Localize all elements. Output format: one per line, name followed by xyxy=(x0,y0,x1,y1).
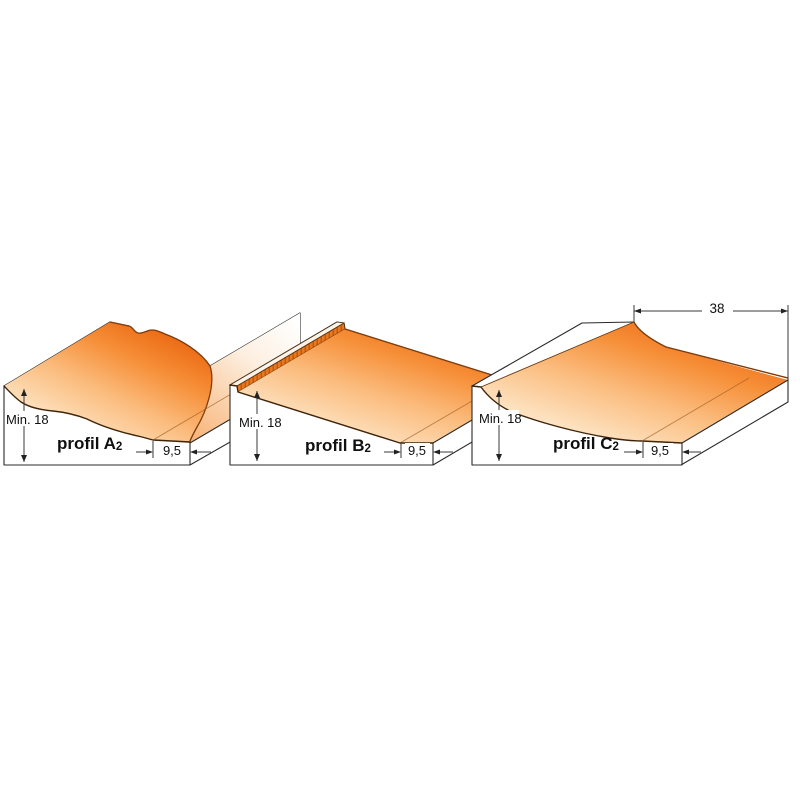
label-bg xyxy=(702,301,733,316)
dimension-edge-c: 9,5 xyxy=(624,442,701,458)
dimension-thickness-c: Min. 18 xyxy=(478,390,522,461)
profile-b-subscript: 2 xyxy=(365,443,371,455)
profile-a-subscript: 2 xyxy=(116,441,122,453)
board-c-cove-cross-section-edge xyxy=(471,385,683,444)
profile-a-name: profil A xyxy=(57,434,116,453)
board-a-top-silhouette-edge xyxy=(109,321,213,442)
board-c-end-sliver-top-edge xyxy=(681,379,789,444)
board-c-top-silhouette-edge xyxy=(633,321,789,379)
dimension-thickness-a: Min. 18 xyxy=(5,389,49,462)
thickness-label-b: Min. 18 xyxy=(239,415,282,430)
profile-b-title: profil B2 xyxy=(305,436,371,455)
label-bg xyxy=(238,414,278,429)
arrow-right-icon xyxy=(394,449,401,455)
arrow-left-icon xyxy=(433,449,440,455)
arrow-down-icon xyxy=(496,454,502,461)
board-a-ogee-cross-section-edge xyxy=(3,385,191,443)
label-bg xyxy=(648,443,673,458)
dimension-edge-a: 9,5 xyxy=(136,441,211,458)
arrow-up-icon xyxy=(254,391,260,398)
edge-width-label-a: 9,5 xyxy=(163,443,181,458)
board-profile-b xyxy=(228,321,541,466)
arrow-left-icon xyxy=(190,449,197,455)
board-profile-c xyxy=(471,321,789,466)
edge-width-label-b: 9,5 xyxy=(408,443,426,458)
arrow-right-icon xyxy=(146,449,153,455)
board-a-edge-strip-surface xyxy=(153,313,300,443)
edge-width-label-c: 9,5 xyxy=(651,443,669,458)
board-profile-a xyxy=(3,312,301,466)
profile-width-label-c: 38 xyxy=(709,301,724,316)
dimension-edge-b: 9,5 xyxy=(384,442,453,458)
arrow-right-icon xyxy=(636,449,643,455)
dimension-profile-width-c: 38 xyxy=(633,301,789,378)
thickness-label-a: Min. 18 xyxy=(6,412,49,427)
board-c-tongue-strip-line xyxy=(641,377,750,442)
profile-c-subscript: 2 xyxy=(613,441,619,453)
label-bg xyxy=(405,443,430,458)
profile-a-title: profil A2 xyxy=(57,434,122,453)
arrow-right-icon xyxy=(781,308,788,314)
dimension-thickness-b: Min. 18 xyxy=(238,391,282,461)
board-c-field-miter-line xyxy=(480,321,635,388)
arrow-down-icon xyxy=(21,455,27,462)
board-b-bevel-surface xyxy=(238,329,540,443)
arrow-left-icon xyxy=(634,308,641,314)
profile-c-title: profil C2 xyxy=(553,434,619,453)
arrow-left-icon xyxy=(682,449,689,455)
label-bg xyxy=(478,410,519,425)
board-c-cove-surface xyxy=(481,322,788,443)
label-bg xyxy=(5,411,45,426)
arrow-up-icon xyxy=(21,389,27,396)
thickness-label-c: Min. 18 xyxy=(479,411,522,426)
arrow-up-icon xyxy=(496,390,502,397)
profile-b-name: profil B xyxy=(305,436,365,455)
label-bg xyxy=(160,443,185,458)
arrow-down-icon xyxy=(254,454,260,461)
profile-c-name: profil C xyxy=(553,434,613,453)
